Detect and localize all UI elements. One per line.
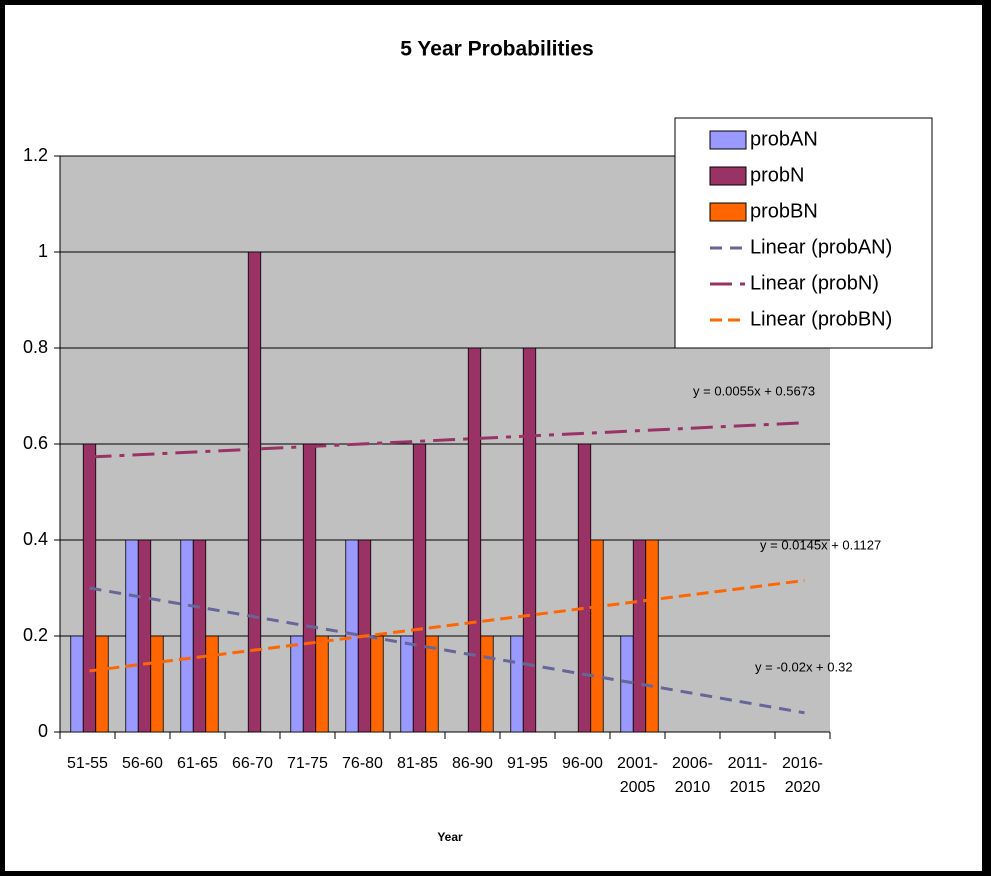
bar: [125, 539, 139, 733]
legend-swatch: [709, 130, 747, 150]
y-tick-label: 0.8: [23, 337, 48, 357]
y-tick-label: 1: [38, 241, 48, 261]
bar: [192, 539, 207, 733]
legend-label: probBN: [750, 200, 818, 222]
legend: probAN probN probBN Linear (probAN) Linear (…: [674, 117, 933, 349]
x-tick-label: 2016-2020: [782, 755, 823, 796]
bar: [290, 635, 304, 733]
x-tick-label: 61-65: [177, 755, 218, 772]
legend-box: [674, 117, 933, 349]
x-tick-label: 81-85: [397, 755, 438, 772]
x-axis-label: Year: [437, 830, 463, 844]
x-tick-label: 66-70: [232, 755, 273, 772]
x-tick-label: 2006-2010: [672, 755, 713, 796]
bar: [150, 635, 164, 733]
x-tick-label: 51-55: [67, 755, 108, 772]
bar: [412, 443, 427, 733]
bar: [137, 539, 152, 733]
legend-label: probAN: [750, 128, 818, 150]
bar: [400, 635, 414, 733]
trendline: [89, 578, 805, 673]
bar: [590, 539, 604, 733]
bar: [180, 539, 194, 733]
bar: [577, 443, 592, 733]
legend-label: Linear (probN): [750, 272, 879, 294]
bar: [645, 539, 659, 733]
y-tick-label: 0: [38, 721, 48, 741]
y-tick-label: 0.4: [23, 529, 48, 549]
x-tick-label: 2001-2005: [617, 755, 658, 796]
bar: [95, 635, 109, 733]
bar: [370, 635, 384, 733]
y-tick-label: 0.2: [23, 625, 48, 645]
x-tick-label: 76-80: [342, 755, 383, 772]
chart-title: 5 Year Probabilities: [400, 38, 593, 61]
x-tick-label: 91-95: [507, 755, 548, 772]
bar: [302, 443, 317, 733]
x-tick-label: 71-75: [287, 755, 328, 772]
y-tick-label: 1.2: [23, 145, 48, 165]
legend-label: probN: [750, 164, 804, 186]
trendline-equation: y = 0.0145x + 0.1127: [760, 537, 881, 552]
trendline-equation: y = 0.0055x + 0.5673: [693, 383, 815, 398]
bar: [522, 347, 537, 733]
bar: [247, 251, 262, 733]
bar: [467, 347, 482, 733]
bar: [315, 635, 329, 733]
trendline-equation: y = -0.02x + 0.32: [755, 659, 853, 674]
trendline: [89, 421, 805, 459]
bar: [205, 635, 219, 733]
trendline: [89, 586, 805, 715]
legend-swatch: [709, 166, 747, 186]
y-tick-label: 0.6: [23, 433, 48, 453]
x-tick-label: 96-00: [562, 755, 603, 772]
legend-label: Linear (probAN): [750, 236, 892, 258]
legend-swatch: [709, 202, 747, 222]
bar: [632, 539, 647, 733]
bar: [510, 635, 524, 733]
x-tick-label: 2011-2015: [727, 755, 768, 796]
x-tick-label: 56-60: [122, 755, 163, 772]
bar: [425, 635, 439, 733]
bar: [70, 635, 84, 733]
x-tick-label: 86-90: [452, 755, 493, 772]
bar: [480, 635, 494, 733]
legend-label: Linear (probBN): [750, 308, 892, 330]
